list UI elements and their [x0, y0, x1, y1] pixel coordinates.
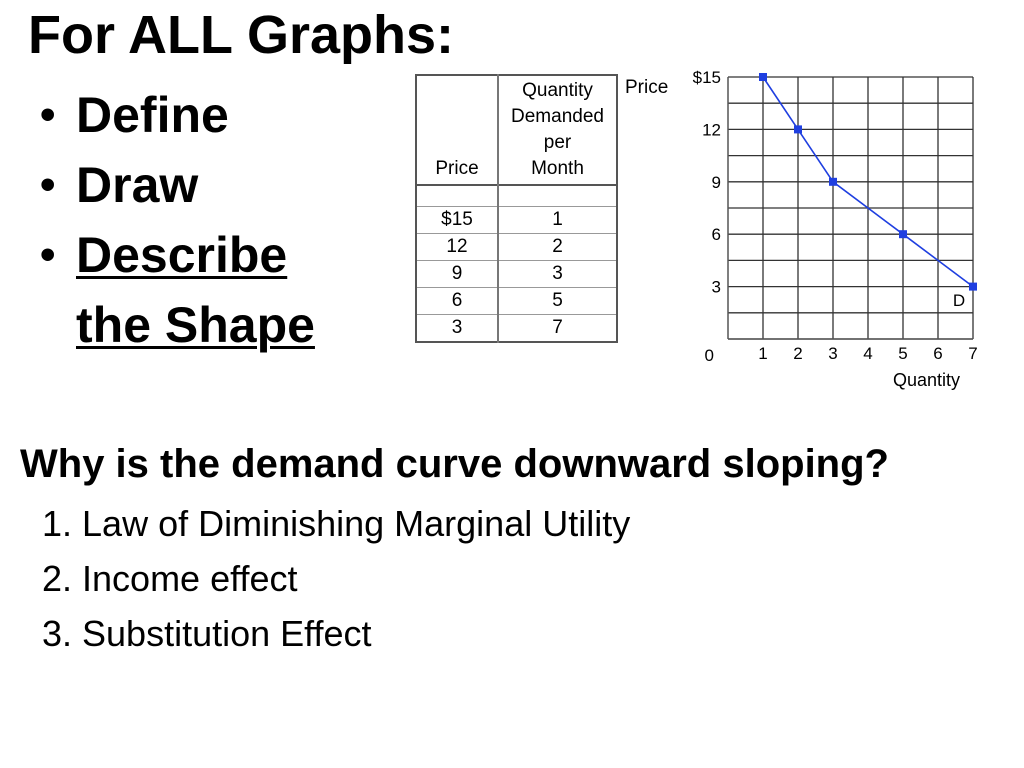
- chart-xlabel: Quantity: [893, 370, 960, 390]
- table-cell-quantity: 1: [497, 206, 617, 234]
- chart-data-point: [794, 125, 802, 134]
- table-header-quantity-line: per: [543, 132, 572, 153]
- chart-x-tick-label: 2: [793, 344, 802, 363]
- table-row: 12 2: [416, 233, 617, 261]
- table-cell-price: 6: [416, 287, 498, 315]
- bullet-describe-text-line1: Describe: [76, 227, 288, 283]
- table-cell-price: 9: [416, 260, 498, 288]
- chart-x-tick-label: 3: [828, 344, 837, 363]
- bullet-define: • Define: [40, 80, 315, 150]
- bullet-dot-icon: •: [40, 230, 56, 279]
- bullet-dot-icon: •: [40, 160, 56, 209]
- chart-x-tick-label: 4: [863, 344, 872, 363]
- table-row: 9 3: [416, 260, 617, 288]
- reason-item: 3. Substitution Effect: [42, 613, 372, 654]
- chart-ylabel: Price: [625, 77, 668, 98]
- chart-data-point: [829, 177, 837, 186]
- reason-item: 1. Law of Diminishing Marginal Utility: [42, 503, 631, 544]
- reasons-list: 1. Law of Diminishing Marginal Utility 2…: [42, 496, 630, 661]
- chart-data-point: [969, 282, 977, 291]
- chart-x-tick-label: 5: [898, 344, 907, 363]
- table-row: 3 7: [416, 314, 617, 342]
- table-header-quantity-line: Demanded: [511, 106, 604, 127]
- table-cell-quantity: 7: [497, 314, 617, 342]
- table-header-quantity-line: Quantity: [522, 80, 593, 101]
- chart-y-tick-label: 12: [702, 120, 721, 139]
- table-cell-price: $15: [416, 206, 498, 234]
- reason-item: 2. Income effect: [42, 558, 298, 599]
- chart-data-point: [759, 73, 767, 81]
- chart-curve-label: D: [953, 291, 965, 310]
- table-header-quantity-line: Month: [531, 158, 584, 179]
- table-cell-quantity: 2: [497, 233, 617, 261]
- table-header-price: Price: [435, 158, 479, 179]
- bullet-list: • Define • Draw • Describe the Shape: [40, 80, 315, 360]
- chart-y-tick-label: 9: [712, 173, 721, 192]
- table-cell-price: 3: [416, 314, 498, 342]
- table-cell-quantity: 3: [497, 260, 617, 288]
- chart-x-tick-label: 7: [968, 344, 977, 363]
- bullet-draw: • Draw: [40, 150, 315, 220]
- chart-data-point: [899, 230, 907, 239]
- table-header-quantity: Quantity Demanded per Month: [497, 75, 617, 185]
- slide-title: For ALL Graphs:: [28, 5, 455, 65]
- chart-y-tick-label: $15: [693, 68, 721, 87]
- bullet-describe-text-line2: the Shape: [76, 297, 315, 353]
- bullet-dot-icon: •: [40, 90, 56, 139]
- table-cell-quantity: 5: [497, 287, 617, 315]
- chart-x-tick-label: 1: [758, 344, 767, 363]
- chart-origin-label: 0: [705, 346, 714, 365]
- chart-y-tick-label: 3: [712, 278, 721, 297]
- question-heading: Why is the demand curve downward sloping…: [20, 442, 889, 486]
- demand-curve-chart: Price Quantity $15 12 9 6 3 0 1 2 3 4 5 6 7 D: [615, 62, 1015, 402]
- table-spacer-row: [416, 185, 617, 207]
- bullet-describe: • Describe the Shape: [40, 220, 315, 360]
- table-cell-price: 12: [416, 233, 498, 261]
- table-row: $15 1: [416, 206, 617, 234]
- table-row: 6 5: [416, 287, 617, 315]
- bullet-define-text: Define: [76, 87, 229, 143]
- chart-x-tick-label: 6: [933, 344, 942, 363]
- demand-schedule-table: Price Quantity Demanded per Month $15 1 …: [415, 74, 618, 343]
- bullet-draw-text: Draw: [76, 157, 199, 213]
- chart-y-tick-label: 6: [712, 225, 721, 244]
